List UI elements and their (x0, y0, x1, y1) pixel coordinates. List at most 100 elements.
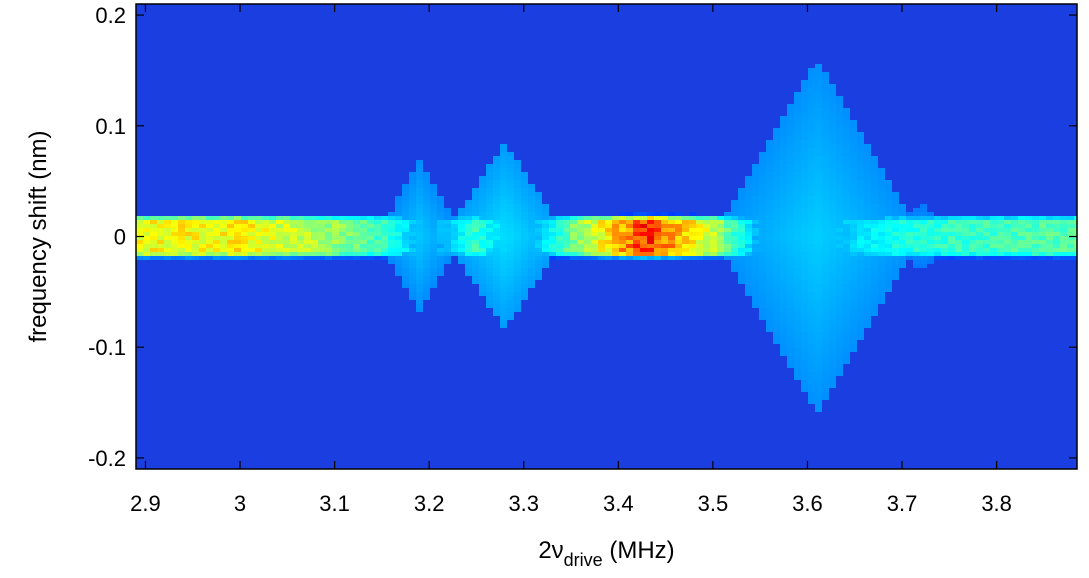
heatmap-cell (521, 172, 528, 176)
heatmap-cell (500, 252, 507, 256)
heatmap-cell (465, 224, 472, 228)
heatmap-cell (808, 152, 815, 156)
heatmap-cell (787, 164, 794, 168)
heatmap-cell (857, 168, 864, 172)
heatmap-cell (339, 244, 346, 248)
heatmap-cell (836, 248, 843, 252)
heatmap-cell (591, 256, 598, 260)
heatmap-cell (493, 264, 500, 268)
heatmap-cell (815, 100, 822, 104)
heatmap-cell (297, 216, 304, 220)
heatmap-cell (843, 208, 850, 212)
heatmap-cell (843, 168, 850, 172)
heatmap-cell (486, 184, 493, 188)
heatmap-cell (528, 216, 535, 220)
heatmap-cell (745, 200, 752, 204)
heatmap-cell (773, 168, 780, 172)
heatmap-cell (773, 172, 780, 176)
heatmap-cell (752, 184, 759, 188)
heatmap-cell (514, 288, 521, 292)
heatmap-cell (752, 176, 759, 180)
heatmap-cell (234, 228, 241, 232)
heatmap-cell (801, 332, 808, 336)
heatmap-cell (472, 204, 479, 208)
heatmap-cell (787, 292, 794, 296)
heatmap-cell (703, 240, 710, 244)
heatmap-cell (990, 220, 997, 224)
heatmap-cell (773, 232, 780, 236)
heatmap-cell (892, 264, 899, 268)
heatmap-cell (885, 280, 892, 284)
heatmap-cell (759, 228, 766, 232)
heatmap-cell (675, 224, 682, 228)
heatmap-cell (773, 148, 780, 152)
heatmap-cell (591, 252, 598, 256)
heatmap-cell (612, 240, 619, 244)
heatmap-cell (892, 240, 899, 244)
heatmap-cell (822, 340, 829, 344)
heatmap-cell (255, 216, 262, 220)
heatmap-cell (423, 244, 430, 248)
heatmap-cell (675, 252, 682, 256)
heatmap-cell (409, 224, 416, 228)
heatmap-cell (878, 284, 885, 288)
heatmap-cell (815, 116, 822, 120)
heatmap-cell (780, 148, 787, 152)
heatmap-cell (780, 188, 787, 192)
heatmap-cell (514, 244, 521, 248)
heatmap-cell (290, 252, 297, 256)
heatmap-cell (864, 204, 871, 208)
heatmap-cell (836, 216, 843, 220)
heatmap-cell (794, 160, 801, 164)
heatmap-cell (829, 252, 836, 256)
heatmap-cell (829, 192, 836, 196)
heatmap-cell (955, 236, 962, 240)
heatmap-cell (808, 388, 815, 392)
heatmap-cell (892, 248, 899, 252)
heatmap-cell (276, 236, 283, 240)
heatmap-cell (493, 248, 500, 252)
heatmap-cell (773, 144, 780, 148)
heatmap-cell (374, 216, 381, 220)
heatmap-cell (780, 120, 787, 124)
heatmap-cell (710, 256, 717, 260)
heatmap-cell (808, 320, 815, 324)
heatmap-cell (570, 248, 577, 252)
heatmap-cell (738, 220, 745, 224)
heatmap-cell (745, 272, 752, 276)
heatmap-cell (864, 288, 871, 292)
heatmap-cell (857, 332, 864, 336)
heatmap-cell (570, 252, 577, 256)
heatmap-cell (829, 320, 836, 324)
heatmap-cell (619, 248, 626, 252)
heatmap-cell (787, 304, 794, 308)
heatmap-cell (367, 220, 374, 224)
heatmap-cell (367, 244, 374, 248)
heatmap-cell (808, 96, 815, 100)
heatmap-cell (850, 148, 857, 152)
heatmap-cell (913, 256, 920, 260)
heatmap-cell (808, 120, 815, 124)
heatmap-cell (780, 128, 787, 132)
heatmap-cell (773, 156, 780, 160)
heatmap-cell (836, 256, 843, 260)
heatmap-cell (528, 272, 535, 276)
heatmap-cell (850, 316, 857, 320)
heatmap-cell (864, 212, 871, 216)
heatmap-cell (605, 252, 612, 256)
heatmap-cell (598, 228, 605, 232)
heatmap-cell (759, 160, 766, 164)
heatmap-cell (815, 88, 822, 92)
heatmap-cell (822, 108, 829, 112)
heatmap-cell (794, 280, 801, 284)
heatmap-cell (283, 244, 290, 248)
heatmap-cell (780, 136, 787, 140)
heatmap-cell (850, 232, 857, 236)
heatmap-cell (409, 192, 416, 196)
heatmap-cell (997, 220, 1004, 224)
heatmap-cell (885, 276, 892, 280)
heatmap-cell (878, 300, 885, 304)
heatmap-cell (668, 244, 675, 248)
heatmap-cell (689, 228, 696, 232)
heatmap-cell (577, 224, 584, 228)
